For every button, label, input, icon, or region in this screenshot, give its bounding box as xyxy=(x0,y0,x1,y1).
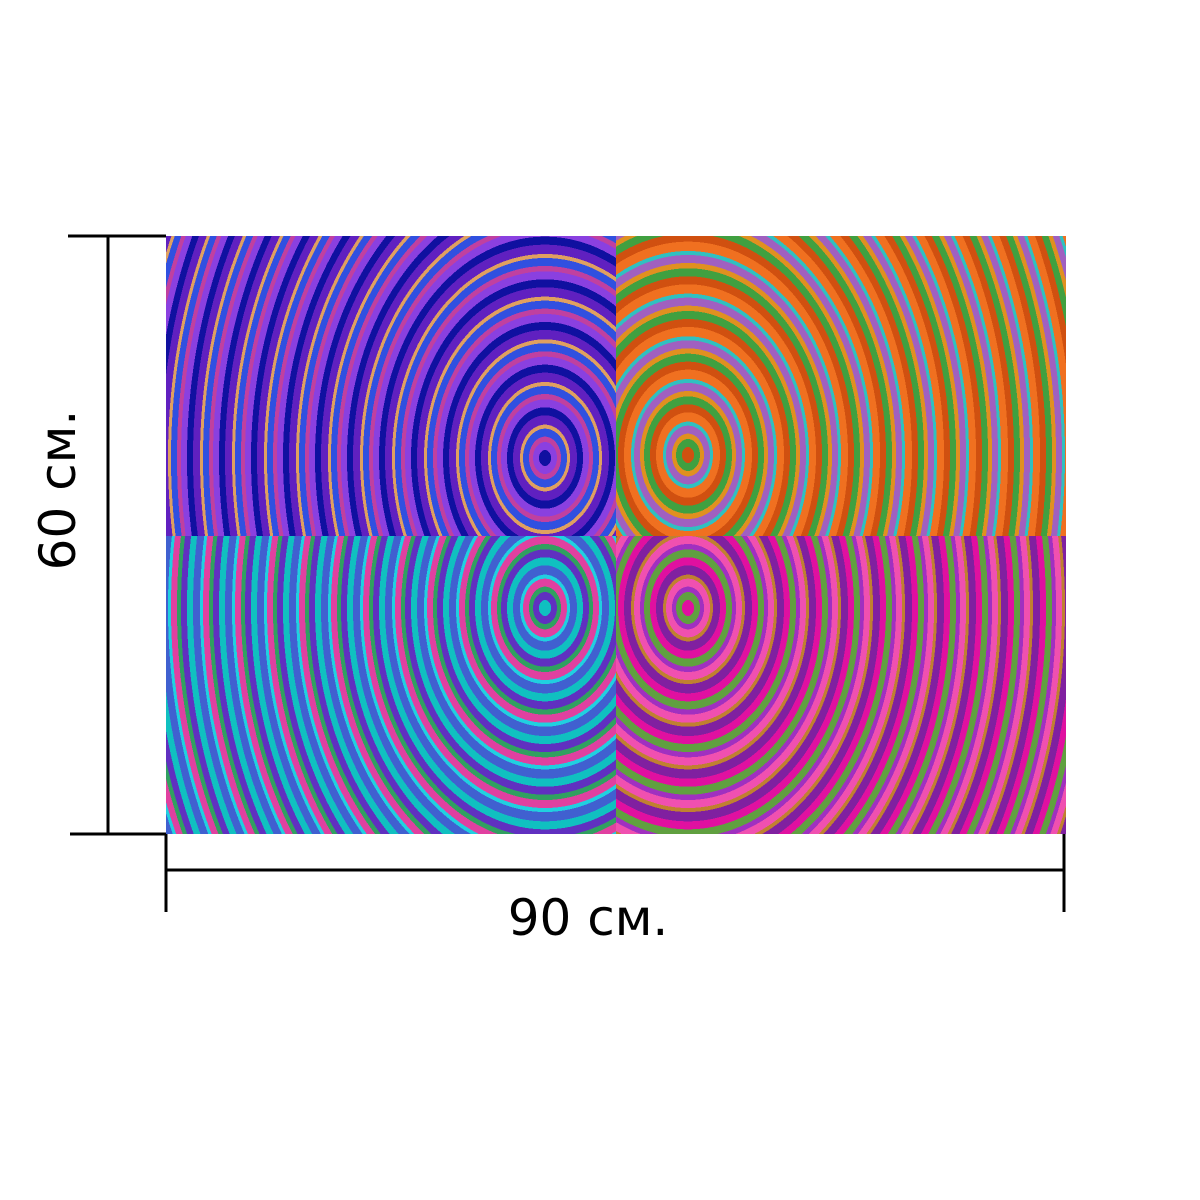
pattern-quadrant xyxy=(616,536,1066,834)
height-label: 60 см. xyxy=(29,409,87,571)
pattern-quadrant xyxy=(166,236,616,536)
pattern-quadrant xyxy=(166,536,616,834)
width-label: 90 см. xyxy=(507,889,669,947)
pattern-quadrant xyxy=(616,236,1066,536)
